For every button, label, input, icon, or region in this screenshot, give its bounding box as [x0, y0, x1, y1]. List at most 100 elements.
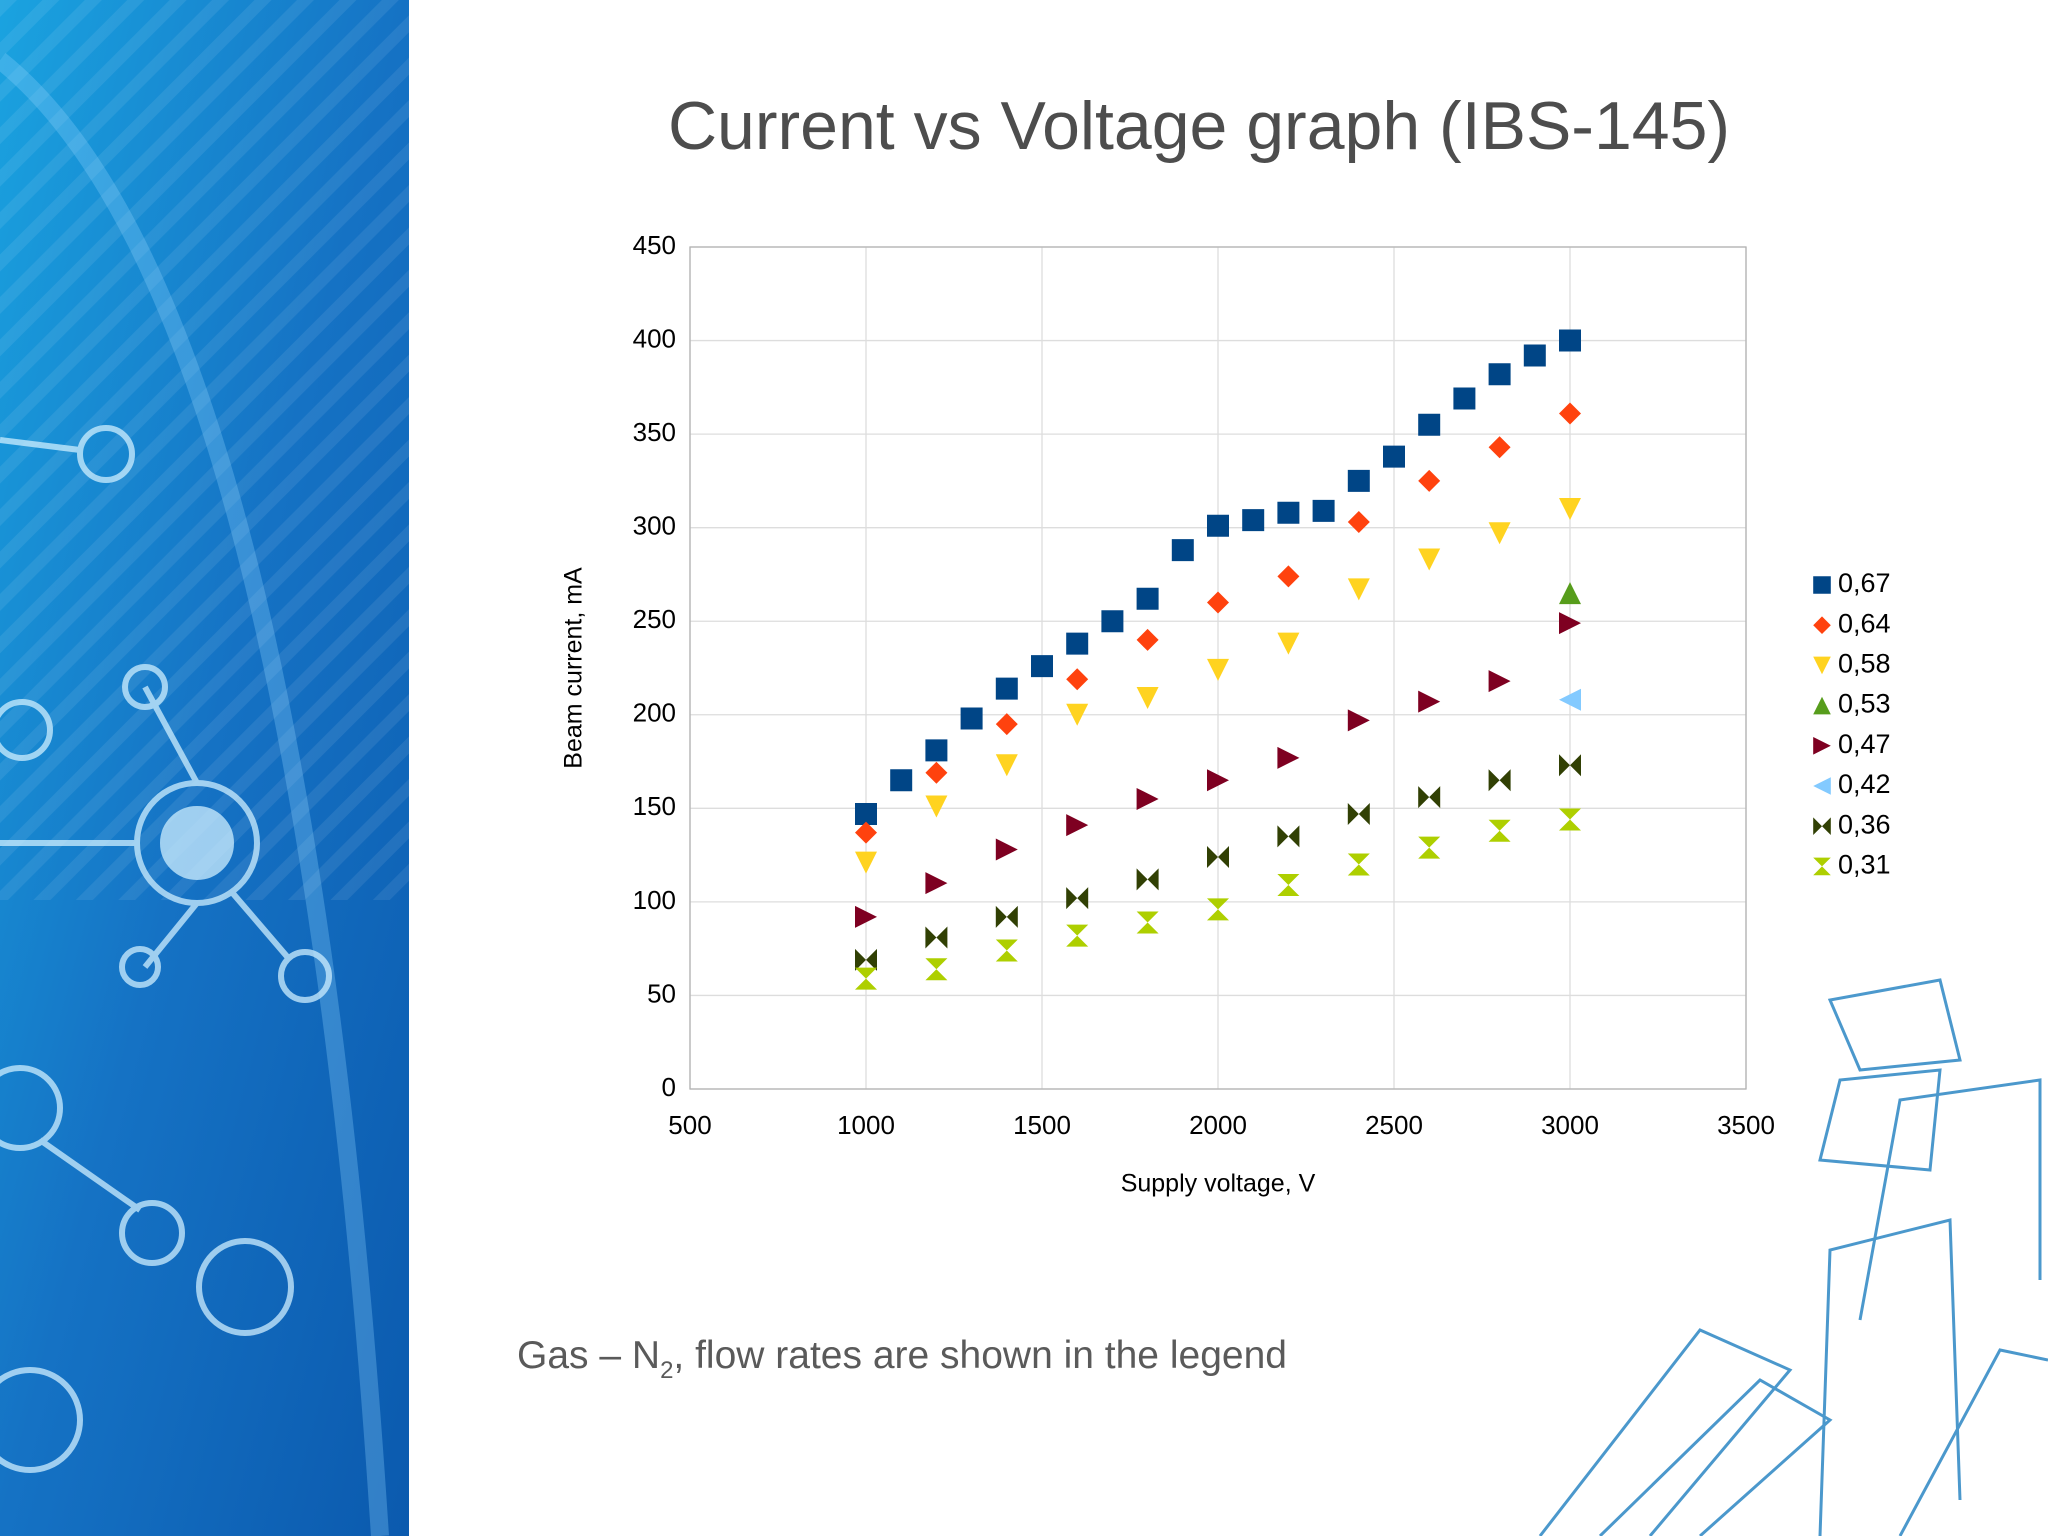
point	[855, 967, 877, 990]
slide-title: Current vs Voltage graph (IBS-145)	[668, 88, 1730, 164]
point	[1559, 402, 1581, 425]
point	[1277, 501, 1300, 524]
point	[1559, 582, 1581, 605]
y-tick-label: 200	[633, 698, 676, 728]
point	[855, 821, 877, 844]
legend-marker	[1813, 817, 1831, 835]
point	[995, 677, 1018, 700]
legend-marker	[1813, 777, 1831, 795]
y-axis-label: Beam current, mA	[560, 567, 588, 769]
legend-marker	[1813, 696, 1831, 715]
x-tick-label: 3000	[1541, 1110, 1599, 1140]
caption-prefix: Gas – N	[517, 1334, 660, 1377]
legend-label: 0,47	[1838, 729, 1891, 759]
legend-marker	[1813, 857, 1831, 876]
plot-frame	[689, 246, 1747, 1090]
x-tick-label: 1500	[1013, 1110, 1071, 1140]
x-tick-label: 2500	[1365, 1110, 1423, 1140]
point	[1488, 436, 1511, 459]
point	[1347, 709, 1370, 732]
point	[1453, 387, 1476, 410]
series	[855, 808, 1581, 990]
point	[1418, 786, 1441, 809]
point	[1207, 898, 1229, 921]
point	[995, 713, 1018, 736]
legend-label: 0,67	[1838, 568, 1891, 598]
point	[925, 739, 948, 762]
point	[1277, 825, 1300, 848]
series	[855, 402, 1581, 844]
legend-marker	[1813, 576, 1831, 594]
x-tick-label: 2000	[1189, 1110, 1247, 1140]
legend-marker	[1813, 616, 1831, 634]
point	[1559, 329, 1581, 352]
legend-marker	[1813, 737, 1831, 755]
point	[1207, 658, 1229, 681]
point	[1347, 802, 1370, 825]
series	[855, 329, 1581, 825]
point	[995, 905, 1018, 928]
series	[855, 497, 1581, 874]
point	[1066, 814, 1089, 837]
legend-label: 0,42	[1838, 769, 1891, 799]
point	[1418, 836, 1441, 859]
point	[1488, 670, 1511, 693]
legend-label: 0,58	[1838, 649, 1891, 679]
point	[1136, 787, 1159, 810]
legend-label: 0,31	[1838, 850, 1891, 880]
point	[1347, 853, 1370, 876]
caption-subscript: 2	[660, 1357, 673, 1384]
point	[1523, 344, 1546, 367]
series	[855, 754, 1581, 971]
point	[925, 926, 948, 949]
point	[1066, 632, 1089, 655]
point	[1207, 769, 1229, 792]
caption-suffix: , flow rates are shown in the legend	[673, 1334, 1287, 1377]
point	[1488, 363, 1511, 386]
point	[925, 795, 948, 818]
series	[855, 612, 1581, 928]
point	[925, 761, 948, 784]
point	[1277, 746, 1300, 769]
point	[995, 939, 1018, 962]
point	[855, 851, 877, 874]
point	[1559, 754, 1581, 777]
point	[1418, 548, 1441, 571]
point	[1418, 690, 1441, 713]
point	[1488, 819, 1511, 842]
point	[1136, 868, 1159, 891]
point	[1559, 688, 1581, 711]
point	[1347, 578, 1370, 601]
point	[995, 838, 1018, 861]
point	[1031, 655, 1053, 678]
point	[1418, 413, 1441, 436]
corner-decoration	[1538, 978, 2048, 1536]
point	[925, 958, 948, 981]
y-tick-label: 250	[633, 604, 676, 634]
point	[1559, 808, 1581, 831]
point	[1136, 686, 1159, 709]
legend-marker	[1813, 656, 1831, 675]
point	[1207, 591, 1229, 614]
chart: 0 50 100 150 200 250 300 350 400 450 500 1000 1500 20…	[560, 230, 1891, 1198]
legend-label: 0,53	[1838, 689, 1891, 719]
series	[1559, 582, 1581, 605]
point	[1418, 469, 1441, 492]
point	[1066, 887, 1089, 910]
point	[1171, 539, 1194, 562]
point	[1488, 769, 1511, 792]
point	[1066, 668, 1089, 691]
point	[890, 769, 913, 792]
point	[855, 948, 877, 971]
point	[1277, 874, 1300, 897]
point	[1312, 499, 1335, 522]
point	[1277, 565, 1300, 588]
point	[855, 905, 877, 928]
series	[1559, 688, 1581, 711]
point	[995, 754, 1018, 777]
point	[1066, 924, 1089, 947]
point	[960, 707, 983, 730]
x-tick-label: 500	[668, 1110, 711, 1140]
